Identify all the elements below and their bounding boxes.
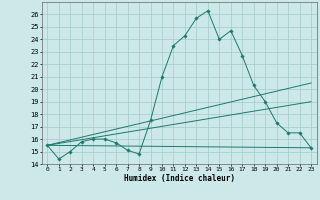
X-axis label: Humidex (Indice chaleur): Humidex (Indice chaleur) [124,174,235,183]
